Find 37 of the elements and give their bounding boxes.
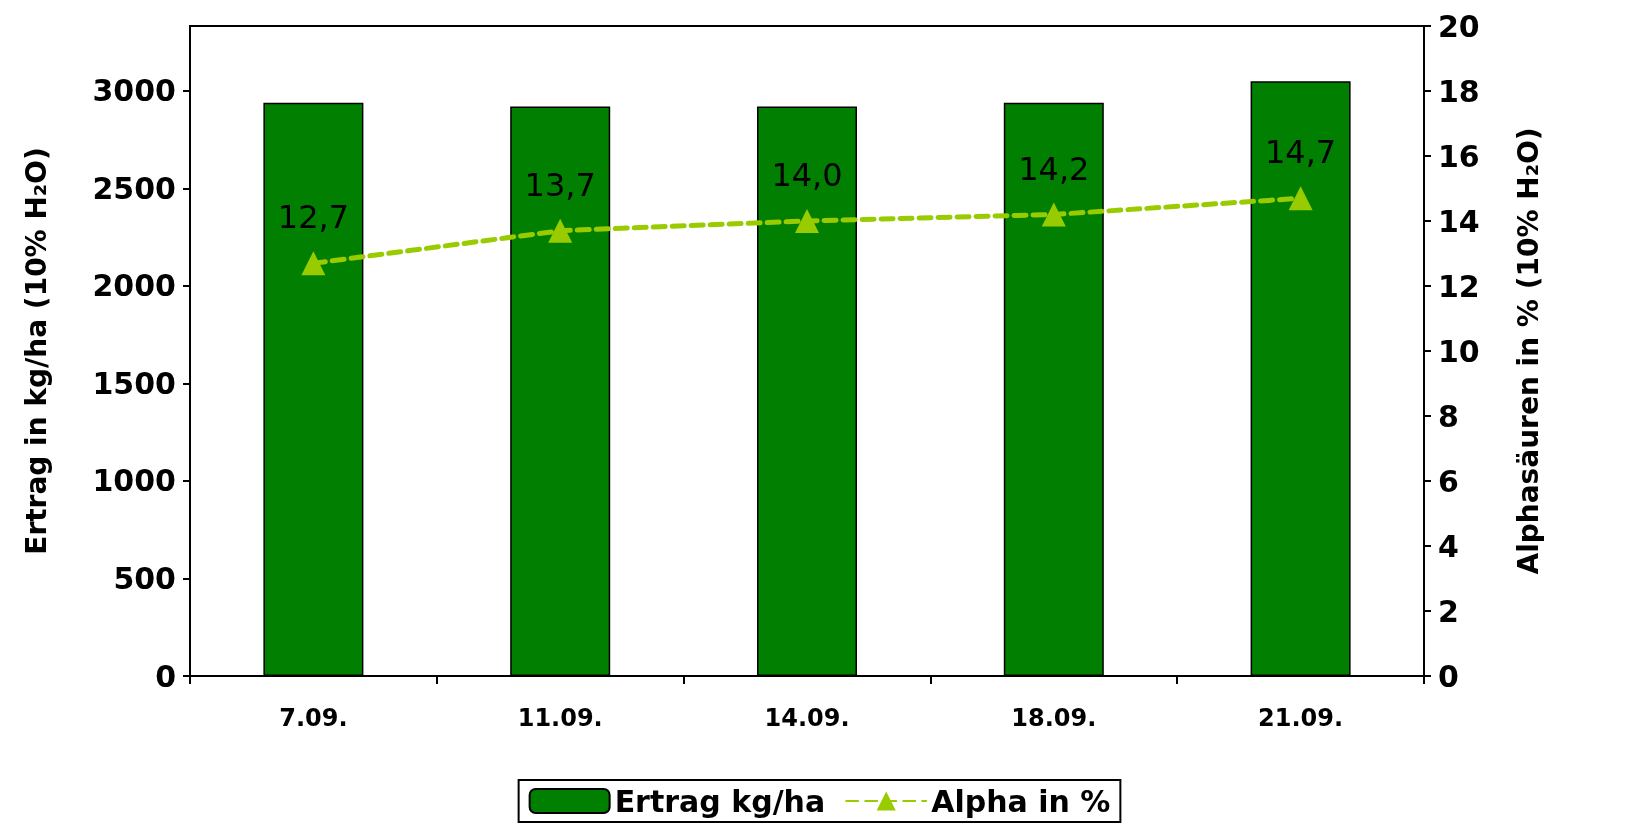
- x-tick-label: 21.09.: [1258, 704, 1344, 732]
- y-tick-label: 1000: [92, 463, 176, 499]
- point: [1041, 202, 1066, 227]
- legend-label: Alpha in %: [931, 783, 1111, 819]
- y2-axis-title: Alphasäuren in % (10% H₂O): [1511, 127, 1545, 575]
- point: [795, 209, 819, 233]
- x-tick-label: 14.09.: [764, 704, 850, 732]
- y2-tick-label: 2: [1438, 593, 1459, 629]
- data-label: 13,7: [524, 165, 596, 204]
- x-tick-label: 18.09.: [1011, 704, 1097, 732]
- point: [1288, 186, 1313, 211]
- point: [301, 251, 326, 276]
- y2-tick-label: 10: [1438, 333, 1480, 369]
- y2-tick-label: 6: [1438, 463, 1459, 499]
- y-tick-label: 2000: [92, 268, 176, 304]
- y-tick-label: 1500: [92, 366, 176, 401]
- y-tick-label: 2500: [92, 171, 176, 206]
- y2-tick-label: 4: [1438, 528, 1459, 564]
- y2-tick-label: 12: [1438, 268, 1480, 304]
- data-label: 14,0: [771, 156, 843, 194]
- y2-tick-label: 8: [1438, 398, 1459, 434]
- x-tick-label: 7.09.: [279, 704, 348, 732]
- y2-tick-label: 0: [1438, 658, 1459, 694]
- y2-tick-label: 18: [1438, 73, 1480, 109]
- point: [548, 218, 573, 243]
- y2-tick-label: 20: [1438, 8, 1480, 44]
- x-tick-label: 11.09.: [517, 704, 603, 732]
- y-tick-label: 500: [113, 561, 176, 596]
- y-tick-label: 3000: [92, 73, 176, 109]
- y-axis-title: Ertrag in kg/ha (10% H₂O): [19, 147, 53, 555]
- data-label: 12,7: [277, 198, 350, 237]
- legend-label: Ertrag kg/ha: [614, 783, 826, 819]
- y-tick-label: 0: [155, 658, 176, 694]
- data-label: 14,2: [1018, 149, 1090, 188]
- y2-tick-label: 14: [1438, 203, 1480, 239]
- data-label: 14,7: [1264, 133, 1337, 172]
- y2-tick-label: 16: [1438, 138, 1480, 174]
